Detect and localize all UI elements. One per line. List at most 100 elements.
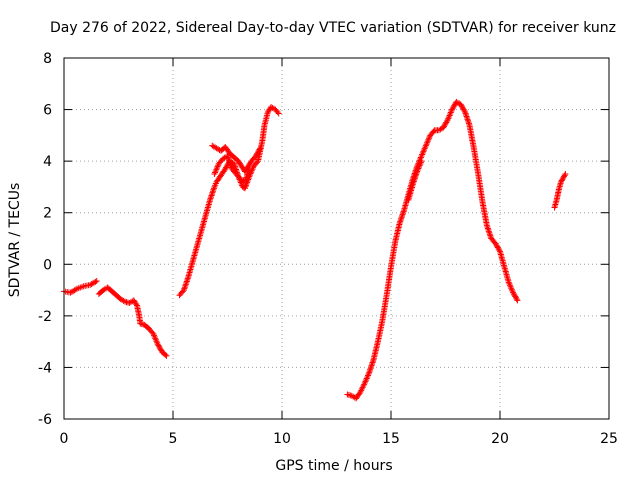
data-point (163, 352, 170, 359)
data-point (512, 294, 519, 301)
data-point (423, 141, 430, 148)
data-points (61, 98, 569, 402)
data-point (422, 142, 429, 149)
data-point (157, 346, 164, 353)
data-point (507, 283, 514, 290)
data-point (253, 151, 260, 158)
data-point (255, 147, 262, 154)
data-point (494, 244, 501, 251)
data-point (459, 103, 466, 110)
data-point (246, 165, 253, 172)
data-point (365, 371, 372, 378)
x-tick-label: 15 (382, 431, 400, 447)
data-point (495, 245, 502, 252)
data-point (213, 165, 220, 172)
data-point (449, 105, 456, 112)
data-point (416, 162, 423, 169)
axis-ticks: 0 5 10 15 20 25 -6 -4 -2 0 2 4 6 8 (38, 51, 618, 447)
data-point (211, 171, 218, 178)
data-point (458, 102, 465, 109)
data-point (430, 128, 437, 135)
data-point (460, 106, 467, 113)
y-tick-label: 6 (43, 103, 52, 119)
data-point (496, 247, 503, 254)
data-point (461, 107, 468, 114)
data-point (445, 115, 452, 122)
y-tick-label: 4 (43, 154, 52, 170)
y-tick-label: 8 (43, 51, 52, 67)
data-point (560, 174, 567, 181)
data-segment (551, 171, 569, 211)
data-point (256, 146, 263, 153)
data-point (441, 123, 448, 130)
data-point (511, 292, 518, 299)
data-point (363, 375, 370, 382)
x-axis-label: GPS time / hours (275, 458, 392, 474)
data-point (450, 103, 457, 110)
data-point (559, 176, 566, 183)
data-point (418, 158, 425, 165)
data-segment (61, 278, 100, 296)
data-point (457, 101, 464, 108)
data-point (257, 145, 264, 152)
data-segment (211, 152, 253, 185)
data-point (254, 150, 261, 157)
data-point (418, 152, 425, 159)
data-segment (405, 158, 425, 203)
y-tick-label: 0 (43, 257, 52, 273)
plot-frame (63, 57, 610, 420)
data-point (444, 116, 451, 123)
data-point (156, 345, 163, 352)
data-point (424, 138, 431, 145)
data-point (212, 168, 219, 175)
data-point (93, 278, 100, 285)
data-point (447, 109, 454, 116)
data-point (449, 106, 456, 113)
data-point (133, 301, 140, 308)
data-point (154, 341, 161, 348)
x-tick-label: 5 (169, 431, 178, 447)
data-point (512, 293, 519, 300)
data-point (425, 135, 432, 142)
data-point (238, 180, 245, 187)
x-tick-label: 20 (491, 431, 509, 447)
data-point (451, 102, 458, 109)
data-point (417, 159, 424, 166)
data-segment (95, 284, 170, 359)
data-point (242, 183, 249, 190)
data-point (508, 286, 515, 293)
data-point (505, 279, 512, 286)
data-point (442, 120, 449, 127)
data-point (364, 372, 371, 379)
data-point (510, 289, 517, 296)
data-point (274, 109, 281, 116)
data-point (558, 177, 565, 184)
y-tick-label: -4 (38, 360, 52, 376)
data-point (92, 278, 99, 285)
grid (64, 58, 609, 419)
data-point (222, 165, 229, 172)
data-point (151, 332, 158, 339)
data-point (416, 164, 423, 171)
data-point (514, 297, 521, 304)
data-point (212, 169, 219, 176)
data-point (223, 164, 230, 171)
data-point (492, 240, 499, 247)
data-point (415, 165, 422, 172)
x-tick-label: 25 (600, 431, 618, 447)
data-point (493, 241, 500, 248)
data-point (422, 144, 429, 151)
data-point (241, 185, 248, 192)
data-segment (209, 142, 264, 175)
data-point (361, 379, 368, 386)
data-point (508, 285, 515, 292)
data-point (513, 296, 520, 303)
data-point (150, 330, 157, 337)
data-point (419, 151, 426, 158)
data-point (510, 290, 517, 297)
data-point (561, 172, 568, 179)
data-point (255, 149, 262, 156)
data-point (560, 173, 567, 180)
y-axis-label: SDTVAR / TECUs (7, 183, 23, 298)
